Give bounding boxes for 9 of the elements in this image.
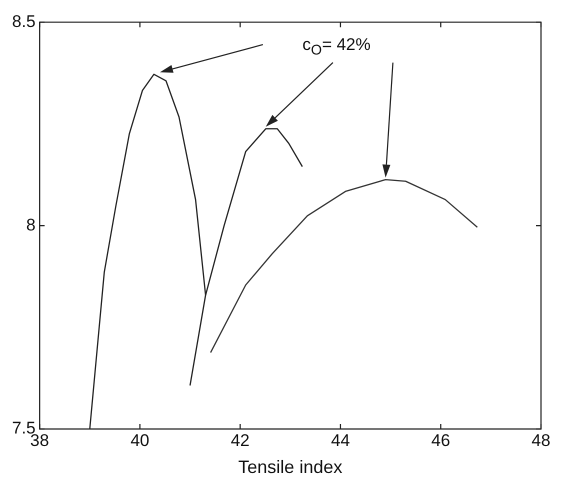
annotation: c$_{O}$= 42% [302, 34, 371, 58]
x-tick-label: 42 [230, 430, 250, 450]
y-tick-label: 8 [26, 215, 36, 234]
y-tick-label: 8.5 [12, 12, 36, 31]
x-tick-label: 44 [330, 430, 350, 450]
x-tick-label: 48 [532, 430, 550, 450]
x-axis-title: Tensile index [238, 457, 342, 478]
x-tick-label: 40 [130, 430, 150, 450]
x-tick-label: 46 [431, 430, 450, 450]
